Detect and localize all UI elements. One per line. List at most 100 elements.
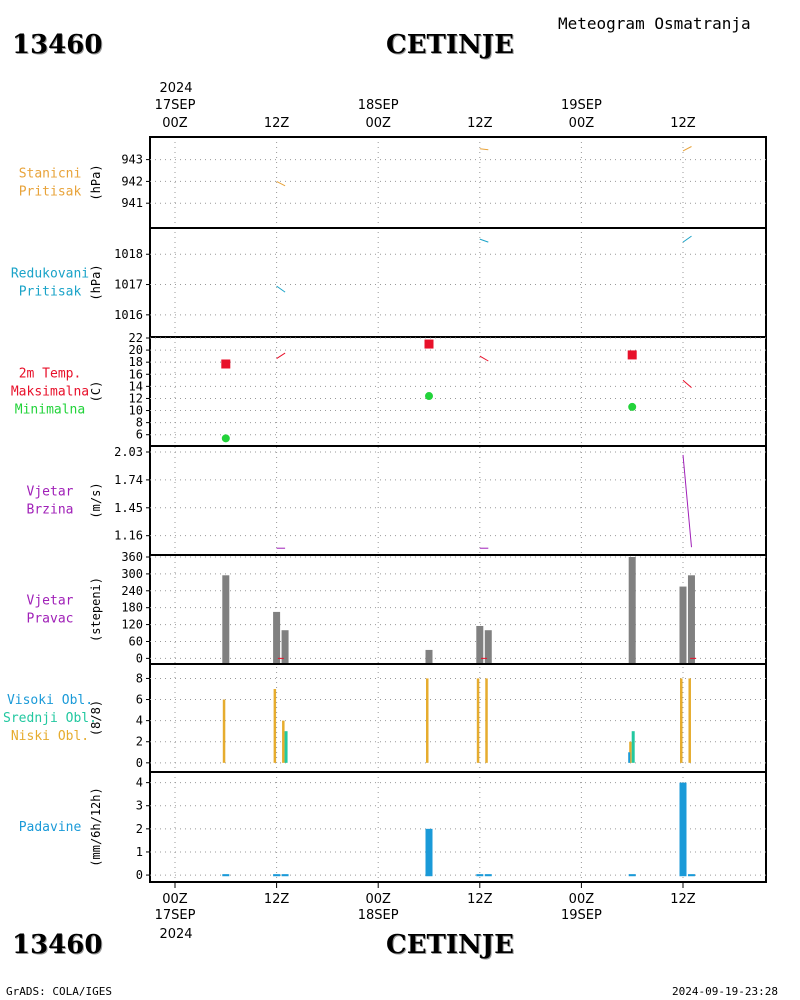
bottom-hour-label-5: 12Z	[670, 892, 696, 907]
bottom-date-label-0: 17SEP	[155, 908, 196, 923]
unit-label-stanicni: (hPa)	[89, 164, 103, 200]
top-date-label-0: 17SEP	[155, 98, 196, 113]
y-tick-label-vjetar_brzina-0: 1.16	[114, 529, 143, 543]
top-hour-label-4: 00Z	[569, 116, 595, 131]
y-tick-label-temperatura-3: 12	[129, 391, 143, 405]
top-hour-label-2: 00Z	[365, 116, 391, 131]
y-tick-label-vjetar_pravac-5: 300	[121, 567, 143, 581]
y-tick-label-stanicni-0: 941	[121, 196, 143, 210]
series-line-stanicni-0	[276, 180, 286, 187]
cloud-high-bar-6	[628, 752, 631, 763]
cloud-low-bar-0	[222, 699, 226, 763]
y-tick-label-vjetar_pravac-2: 120	[121, 618, 143, 632]
y-tick-label-temperatura-5: 16	[129, 367, 143, 381]
cloud-mid-bar-6	[631, 731, 635, 763]
panel-frame-padavine	[149, 771, 767, 883]
y-tick-label-stanicni-1: 942	[121, 174, 143, 188]
series-line-stanicni-1	[479, 148, 489, 151]
y-tick-label-vjetar_pravac-4: 240	[121, 584, 143, 598]
panel-frame-oblacnost	[149, 663, 767, 773]
cloud-low-bar-8	[688, 678, 691, 763]
series-line-redukovani-2	[682, 235, 692, 243]
wind-direction-bar-2	[281, 630, 289, 664]
wind-direction-bar-6	[628, 557, 636, 664]
y-tick-label-padavine-0: 0	[136, 868, 143, 882]
panel-label-temperatura-0: 2m Temp.	[19, 367, 82, 382]
tmin-point-0	[221, 434, 230, 443]
y-tick-label-vjetar_pravac-0: 0	[136, 651, 143, 665]
panel-frame-temperatura	[149, 336, 767, 447]
y-tick-label-vjetar_pravac-3: 180	[121, 601, 143, 615]
top-hour-label-3: 12Z	[467, 116, 493, 131]
y-tick-label-padavine-3: 3	[136, 799, 143, 813]
station-id-top: 13460	[12, 30, 103, 60]
panel-label-stanicni-1: Pritisak	[19, 185, 82, 200]
cloud-mid-bar-2	[284, 731, 288, 763]
precip-bar-2	[281, 874, 289, 877]
precip-bar-6	[628, 874, 636, 877]
wind-direction-bar-1	[273, 611, 281, 664]
y-tick-label-padavine-4: 4	[136, 776, 143, 790]
y-tick-label-vjetar_brzina-1: 1.45	[114, 501, 143, 515]
y-tick-label-redukovani-1: 1017	[114, 278, 143, 292]
y-tick-label-padavine-1: 1	[136, 845, 143, 859]
bottom-hour-label-1: 12Z	[264, 892, 290, 907]
wind-direction-bar-7	[679, 586, 687, 664]
panel-frame-redukovani	[149, 227, 767, 338]
y-tick-label-vjetar_pravac-1: 60	[129, 634, 143, 648]
panel-label-oblacnost-2: Niski Obl.	[11, 729, 89, 744]
y-tick-label-oblacnost-4: 8	[136, 671, 143, 685]
y-tick-label-temperatura-7: 20	[129, 343, 143, 357]
series-line-redukovani-0	[276, 285, 286, 293]
top-year-label: 2024	[159, 81, 192, 96]
panel-label-vjetar_brzina-0: Vjetar	[27, 485, 74, 500]
y-tick-label-oblacnost-0: 0	[136, 756, 143, 770]
y-tick-label-temperatura-1: 8	[136, 416, 143, 430]
cloud-low-bar-6	[629, 741, 632, 763]
tmax-point-2	[627, 350, 637, 360]
generation-timestamp: 2024-09-19-23:28	[672, 985, 778, 998]
wind-direction-bar-4	[476, 625, 484, 664]
panel-label-oblacnost-1: Srednji Obl.	[3, 711, 97, 726]
wind-direction-bar-3	[425, 649, 433, 664]
y-tick-label-vjetar_brzina-3: 2.03	[114, 445, 143, 459]
y-tick-label-stanicni-2: 943	[121, 153, 143, 167]
cloud-low-bar-3	[426, 678, 429, 763]
wind-direction-bar-8	[687, 575, 695, 664]
top-date-label-4: 19SEP	[561, 98, 602, 113]
top-hour-label-1: 12Z	[264, 116, 290, 131]
bottom-date-label-2: 18SEP	[358, 908, 399, 923]
unit-label-vjetar_brzina: (m/s)	[89, 482, 103, 518]
precip-bar-4	[476, 874, 484, 877]
series-line-vjetar_brzina-2	[682, 454, 692, 548]
top-hour-label-0: 00Z	[162, 116, 188, 131]
panel-frame-vjetar_brzina	[149, 445, 767, 556]
panel-label-vjetar_pravac-1: Pravac	[27, 612, 74, 627]
bottom-hour-label-0: 00Z	[162, 892, 188, 907]
precip-bar-8	[687, 874, 695, 877]
y-tick-label-redukovani-0: 1016	[114, 308, 143, 322]
wind-direction-bar-5	[484, 630, 492, 664]
wind-direction-bar-0	[222, 575, 230, 664]
top-hour-label-5: 12Z	[670, 116, 696, 131]
panel-frame-stanicni	[149, 136, 767, 229]
station-id-bottom: 13460	[12, 930, 103, 960]
tmax-point-0	[221, 359, 231, 369]
y-tick-label-temperatura-4: 14	[129, 379, 143, 393]
tmax-point-1	[424, 339, 434, 349]
tmin-point-2	[628, 402, 637, 411]
grads-credit: GrADS: COLA/IGES	[6, 985, 112, 998]
precip-bar-1	[273, 874, 281, 877]
cloud-low-bar-5	[485, 678, 488, 763]
series-line-temperatura-2	[682, 379, 692, 388]
y-tick-label-vjetar_pravac-6: 360	[121, 550, 143, 564]
unit-label-temperatura: (C)	[89, 381, 103, 403]
panel-label-redukovani-0: Redukovani	[11, 267, 89, 282]
cloud-low-bar-2	[282, 720, 285, 763]
y-tick-label-oblacnost-3: 6	[136, 693, 143, 707]
series-line-temperatura-1	[479, 355, 489, 362]
bottom-hour-label-2: 00Z	[365, 892, 391, 907]
precip-bar-3	[425, 828, 433, 877]
series-line-temperatura-0	[276, 352, 286, 360]
